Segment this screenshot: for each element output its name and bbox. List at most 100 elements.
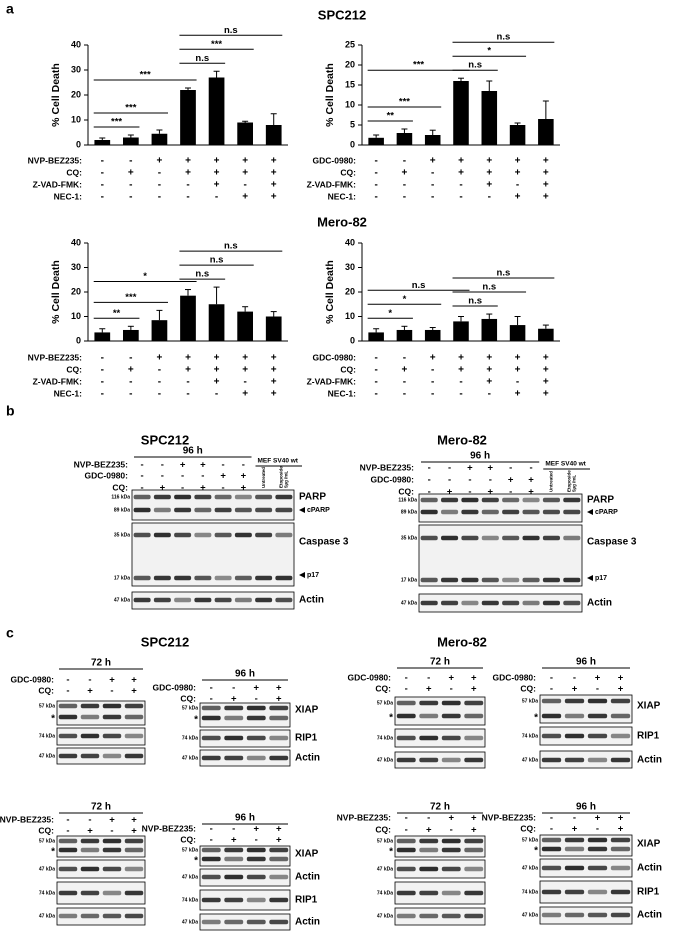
panel-label: b bbox=[6, 403, 15, 419]
kda-marker: 47 kDa bbox=[182, 874, 198, 880]
significance-label: * bbox=[403, 294, 407, 305]
band bbox=[102, 753, 122, 759]
band bbox=[80, 753, 100, 759]
condition-sign: - bbox=[158, 168, 161, 179]
panel-label: a bbox=[6, 1, 14, 17]
condition-sign: + bbox=[242, 365, 248, 376]
condition-sign: + bbox=[515, 192, 521, 203]
condition-sign: - bbox=[210, 835, 213, 846]
condition-sign: + bbox=[515, 353, 521, 364]
band bbox=[133, 597, 151, 603]
band bbox=[522, 497, 540, 503]
condition-sign: - bbox=[509, 487, 512, 498]
band bbox=[133, 575, 151, 581]
band bbox=[542, 600, 560, 606]
band bbox=[269, 856, 289, 862]
band bbox=[58, 714, 78, 720]
condition-sign: + bbox=[131, 686, 137, 697]
band bbox=[587, 698, 608, 704]
band bbox=[174, 507, 192, 513]
condition-sign: - bbox=[459, 192, 462, 203]
band bbox=[502, 497, 520, 503]
band bbox=[58, 703, 78, 709]
band bbox=[201, 847, 221, 853]
condition-sign: - bbox=[431, 168, 434, 179]
condition-sign: + bbox=[185, 353, 191, 364]
blot-frame bbox=[394, 751, 486, 769]
time-label: 72 h bbox=[430, 657, 450, 668]
condition-label: CQ: bbox=[112, 482, 128, 492]
band bbox=[502, 577, 520, 583]
condition-sign: - bbox=[550, 673, 553, 684]
band bbox=[214, 575, 232, 581]
band bbox=[124, 838, 144, 844]
bar bbox=[509, 125, 526, 145]
condition-sign: + bbox=[128, 168, 134, 179]
section-title: Mero-82 bbox=[317, 214, 367, 229]
condition-sign: - bbox=[428, 487, 431, 498]
significance-label: * bbox=[388, 308, 392, 319]
band bbox=[564, 733, 585, 739]
condition-label: Z-VAD-FMK: bbox=[33, 376, 83, 386]
condition-sign: - bbox=[431, 180, 434, 191]
band bbox=[541, 713, 562, 719]
blot-frame bbox=[56, 881, 146, 905]
condition-sign: + bbox=[471, 673, 477, 684]
condition-sign: - bbox=[129, 192, 132, 203]
condition-label: GDC-0980: bbox=[153, 682, 197, 692]
condition-sign: + bbox=[543, 389, 549, 400]
band bbox=[396, 713, 416, 719]
blot-frame bbox=[56, 727, 146, 746]
band bbox=[564, 713, 585, 719]
band bbox=[464, 838, 484, 844]
bar bbox=[94, 332, 111, 341]
blot-frame bbox=[394, 859, 486, 879]
time-label: 96 h bbox=[470, 451, 490, 462]
section-title: Mero-82 bbox=[437, 432, 487, 447]
condition-label: GDC-0980: bbox=[313, 352, 357, 362]
condition-sign: - bbox=[101, 156, 104, 167]
condition-sign: + bbox=[271, 353, 277, 364]
condition-sign: + bbox=[242, 192, 248, 203]
condition-sign: + bbox=[448, 813, 454, 824]
condition-label: GDC-0980: bbox=[371, 474, 415, 484]
condition-sign: + bbox=[242, 353, 248, 364]
condition-sign: + bbox=[515, 365, 521, 376]
condition-sign: - bbox=[596, 684, 599, 695]
condition-sign: + bbox=[515, 389, 521, 400]
band-asterisk: * bbox=[389, 713, 393, 724]
blot-frame bbox=[131, 489, 295, 521]
condition-label: NVP-BEZ235: bbox=[360, 462, 414, 472]
band bbox=[610, 713, 631, 719]
condition-sign: - bbox=[374, 353, 377, 364]
band bbox=[194, 494, 212, 500]
band bbox=[461, 600, 479, 606]
band bbox=[255, 507, 273, 513]
band bbox=[102, 890, 122, 896]
condition-label: NVP-BEZ235: bbox=[482, 812, 536, 822]
y-tick-label: 20 bbox=[71, 286, 81, 296]
protein-label: Actin bbox=[637, 755, 662, 766]
blot-frame bbox=[394, 907, 486, 926]
condition-sign: - bbox=[101, 192, 104, 203]
condition-sign: - bbox=[210, 683, 213, 694]
band bbox=[522, 600, 540, 606]
condition-sign: + bbox=[131, 675, 137, 686]
condition-sign: - bbox=[158, 389, 161, 400]
band bbox=[269, 874, 289, 880]
band bbox=[153, 507, 171, 513]
y-tick-label: 25 bbox=[345, 39, 355, 49]
band bbox=[464, 713, 484, 719]
condition-sign: - bbox=[550, 813, 553, 824]
band bbox=[419, 866, 439, 872]
band bbox=[461, 497, 479, 503]
condition-sign: + bbox=[214, 377, 220, 388]
condition-sign: + bbox=[447, 487, 453, 498]
band bbox=[563, 600, 581, 606]
band bbox=[58, 866, 78, 872]
condition-label: CQ: bbox=[340, 364, 356, 374]
band bbox=[502, 535, 520, 541]
condition-sign: - bbox=[374, 365, 377, 376]
condition-sign: - bbox=[448, 463, 451, 474]
